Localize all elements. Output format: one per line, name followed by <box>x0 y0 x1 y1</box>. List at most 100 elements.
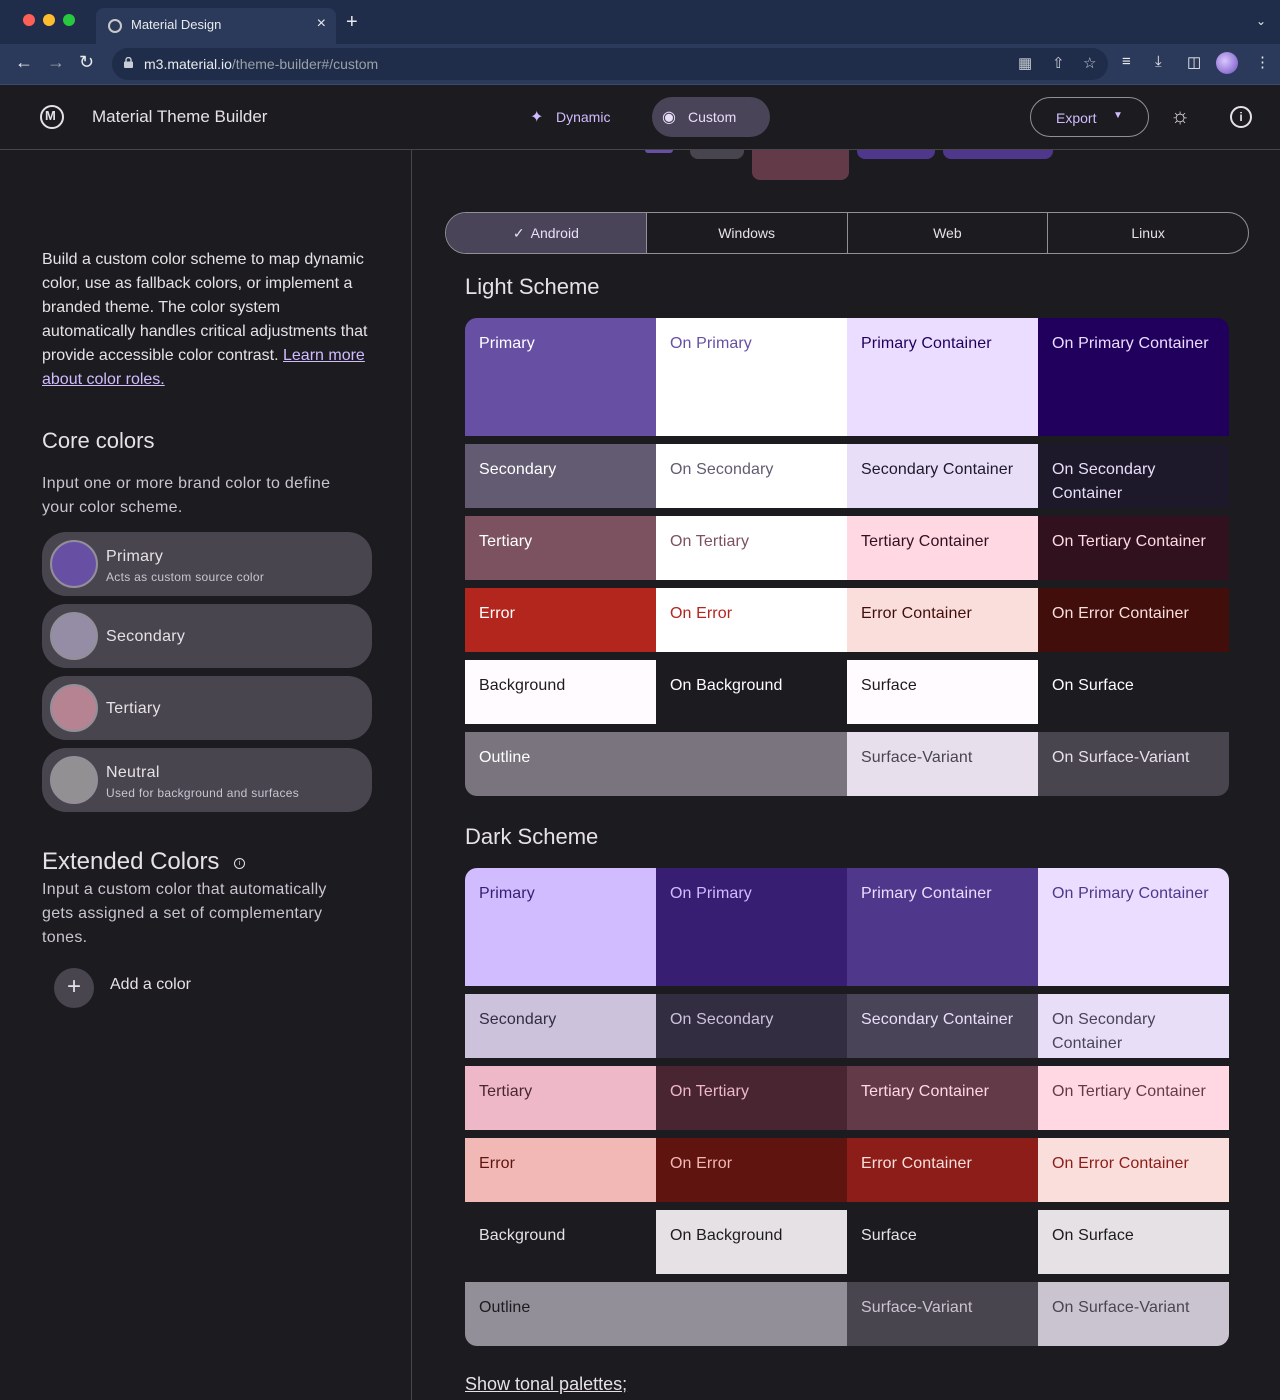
core-color-tertiary[interactable]: Tertiary <box>42 676 372 740</box>
color-role-row: Secondary On Secondary Secondary Container… <box>465 994 1229 1058</box>
bookmark-star-icon[interactable]: ☆ <box>1083 55 1097 72</box>
tab-search-chevron-icon[interactable]: ⌄ <box>1255 14 1266 28</box>
add-color-label[interactable]: Add a color <box>110 976 191 993</box>
platform-selector: ✓ Android Windows Web Linux <box>445 212 1249 254</box>
reading-list-icon[interactable]: ≡ <box>1122 53 1131 70</box>
tab-web[interactable]: Web <box>848 213 1049 253</box>
color-role-on-secondary-container[interactable]: On Secondary Container <box>1038 444 1229 508</box>
browser-tab-bar: Material Design × + ⌄ <box>0 0 1280 44</box>
color-role-on-error[interactable]: On Error <box>656 588 847 652</box>
core-color-primary[interactable]: Primary Acts as custom source color <box>42 532 372 596</box>
color-role-surface[interactable]: Surface <box>847 1210 1038 1274</box>
color-role-on-tertiary-container[interactable]: On Tertiary Container <box>1038 1066 1229 1130</box>
color-role-on-surface-variant[interactable]: On Surface-Variant <box>1038 1282 1229 1346</box>
color-role-row: Primary On Primary Primary Container On Pri… <box>465 868 1229 986</box>
color-role-on-primary[interactable]: On Primary <box>656 318 847 436</box>
kebab-menu-icon[interactable]: ⋮ <box>1255 54 1270 71</box>
light-mode-sun-icon[interactable]: ☼ <box>1170 103 1191 128</box>
color-role-surface-variant[interactable]: Surface-Variant <box>847 732 1038 796</box>
color-swatch[interactable] <box>50 684 98 732</box>
share-icon[interactable]: ⇧ <box>1052 55 1065 72</box>
color-role-on-tertiary[interactable]: On Tertiary <box>656 516 847 580</box>
info-icon[interactable]: i <box>234 858 245 869</box>
color-role-on-primary-container[interactable]: On Primary Container <box>1038 318 1229 436</box>
color-role-surface-variant[interactable]: Surface-Variant <box>847 1282 1038 1346</box>
color-role-primary[interactable]: Primary <box>465 318 656 436</box>
reload-button[interactable]: ↻ <box>79 52 95 72</box>
color-role-on-background[interactable]: On Background <box>656 660 847 724</box>
translate-icon[interactable]: ▦ <box>1018 55 1033 72</box>
color-role-label: Outline <box>479 1299 531 1316</box>
color-role-secondary[interactable]: Secondary <box>465 994 656 1058</box>
color-role-tertiary[interactable]: Tertiary <box>465 516 656 580</box>
minimize-window-button[interactable] <box>43 14 55 26</box>
dynamic-mode-button[interactable]: ✦ Dynamic <box>530 109 611 126</box>
address-bar[interactable]: m3.material.io/theme-builder#/custom ▦ ⇧… <box>112 48 1108 80</box>
color-role-on-secondary-container[interactable]: On Secondary Container <box>1038 994 1229 1058</box>
color-role-outline[interactable]: Outline <box>465 1282 847 1346</box>
new-tab-button[interactable]: + <box>346 11 358 33</box>
color-role-error-container[interactable]: Error Container <box>847 588 1038 652</box>
learn-more-link[interactable]: Learn more about color roles. <box>42 347 365 388</box>
custom-mode-button[interactable]: ◉ Custom <box>652 97 770 137</box>
color-role-primary[interactable]: Primary <box>465 868 656 986</box>
color-role-secondary[interactable]: Secondary <box>465 444 656 508</box>
export-button[interactable]: Export ▼ <box>1030 97 1149 137</box>
tab-windows[interactable]: Windows <box>647 213 848 253</box>
color-role-tertiary[interactable]: Tertiary <box>465 1066 656 1130</box>
color-role-on-error-container[interactable]: On Error Container <box>1038 1138 1229 1202</box>
color-role-on-surface[interactable]: On Surface <box>1038 1210 1229 1274</box>
color-role-background[interactable]: Background <box>465 660 656 724</box>
maximize-window-button[interactable] <box>63 14 75 26</box>
color-role-outline[interactable]: Outline <box>465 732 847 796</box>
color-role-primary-container[interactable]: Primary Container <box>847 868 1038 986</box>
material-logo-icon[interactable]: M <box>40 105 64 129</box>
color-role-on-background[interactable]: On Background <box>656 1210 847 1274</box>
color-role-primary-container[interactable]: Primary Container <box>847 318 1038 436</box>
tab-android[interactable]: ✓ Android <box>446 213 647 253</box>
color-role-on-tertiary[interactable]: On Tertiary <box>656 1066 847 1130</box>
color-role-background[interactable]: Background <box>465 1210 656 1274</box>
color-role-label: Primary Container <box>861 885 992 902</box>
color-role-surface[interactable]: Surface <box>847 660 1038 724</box>
extended-colors-heading: Extended Colors <box>42 848 220 875</box>
side-panel-icon[interactable]: ◫ <box>1187 54 1202 71</box>
core-color-secondary[interactable]: Secondary <box>42 604 372 668</box>
download-icon[interactable]: ⤓ <box>1155 53 1162 70</box>
color-role-on-surface[interactable]: On Surface <box>1038 660 1229 724</box>
close-window-button[interactable] <box>23 14 35 26</box>
add-color-button[interactable]: + <box>54 968 94 1008</box>
color-role-secondary-container[interactable]: Secondary Container <box>847 994 1038 1058</box>
tab-close-icon[interactable]: × <box>316 15 326 32</box>
core-color-neutral[interactable]: Neutral Used for background and surfaces <box>42 748 372 812</box>
color-role-label: Outline <box>479 749 531 766</box>
profile-avatar[interactable] <box>1216 52 1238 74</box>
color-role-on-tertiary-container[interactable]: On Tertiary Container <box>1038 516 1229 580</box>
color-role-on-error[interactable]: On Error <box>656 1138 847 1202</box>
color-role-on-secondary[interactable]: On Secondary <box>656 444 847 508</box>
color-role-error[interactable]: Error <box>465 588 656 652</box>
color-swatch[interactable] <box>50 540 98 588</box>
show-tonal-palettes-link[interactable]: Show tonal palettes; <box>465 1374 628 1394</box>
color-swatch[interactable] <box>50 756 98 804</box>
color-role-on-surface-variant[interactable]: On Surface-Variant <box>1038 732 1229 796</box>
back-button[interactable]: ← <box>15 52 33 72</box>
color-role-on-primary-container[interactable]: On Primary Container <box>1038 868 1229 986</box>
color-role-on-secondary[interactable]: On Secondary <box>656 994 847 1058</box>
info-icon[interactable]: i <box>1230 106 1252 128</box>
color-role-on-primary[interactable]: On Primary <box>656 868 847 986</box>
tab-linux[interactable]: Linux <box>1131 225 1165 241</box>
forward-button[interactable]: → <box>47 52 65 72</box>
color-role-error-container[interactable]: Error Container <box>847 1138 1038 1202</box>
core-colors-subtitle: Input one or more brand color to define … <box>42 475 331 516</box>
color-swatch[interactable] <box>50 612 98 660</box>
color-role-error[interactable]: Error <box>465 1138 656 1202</box>
color-role-row: Outline Surface-Variant On Surface-Variant <box>465 732 1229 796</box>
browser-tab[interactable]: Material Design × <box>96 8 336 44</box>
color-role-tertiary-container[interactable]: Tertiary Container <box>847 516 1038 580</box>
color-role-tertiary-container[interactable]: Tertiary Container <box>847 1066 1038 1130</box>
color-role-label: On Error <box>670 605 733 622</box>
color-role-secondary-container[interactable]: Secondary Container <box>847 444 1038 508</box>
color-role-on-error-container[interactable]: On Error Container <box>1038 588 1229 652</box>
color-role-label: Surface <box>861 1227 917 1244</box>
